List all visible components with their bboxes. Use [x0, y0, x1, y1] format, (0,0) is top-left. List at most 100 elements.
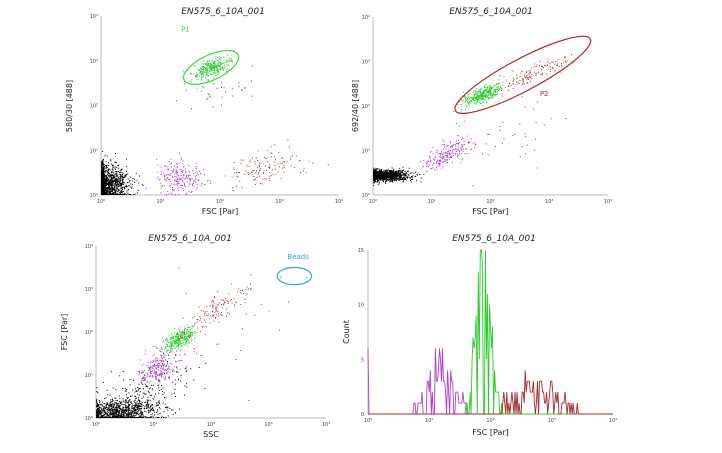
- data-point: [389, 172, 390, 173]
- data-point: [467, 98, 469, 100]
- data-point: [376, 181, 378, 183]
- data-point: [494, 85, 496, 87]
- data-point: [376, 176, 378, 178]
- data-point: [492, 87, 494, 88]
- data-point: [386, 171, 388, 173]
- data-point: [100, 406, 102, 408]
- data-point: [552, 62, 554, 64]
- data-point: [185, 185, 187, 187]
- data-point: [207, 61, 209, 63]
- data-point: [477, 97, 479, 99]
- data-point: [134, 193, 136, 195]
- data-point: [104, 194, 106, 195]
- data-point: [102, 172, 104, 174]
- data-point: [491, 87, 493, 89]
- data-point: [110, 410, 112, 412]
- data-point: [428, 166, 429, 168]
- data-point: [124, 182, 126, 184]
- data-point: [423, 173, 425, 175]
- data-point: [528, 79, 530, 80]
- data-point: [380, 174, 382, 176]
- data-point: [395, 170, 397, 172]
- data-point: [118, 171, 119, 172]
- data-point: [542, 67, 544, 69]
- data-point: [374, 179, 375, 181]
- data-point: [125, 174, 127, 176]
- data-point: [129, 194, 131, 195]
- data-point: [206, 64, 208, 66]
- data-point: [430, 159, 432, 161]
- data-point: [196, 68, 198, 70]
- data-point: [442, 158, 444, 159]
- data-point: [448, 154, 450, 156]
- data-point: [189, 80, 191, 82]
- data-point: [218, 61, 220, 63]
- data-point: [168, 168, 170, 170]
- data-point: [521, 96, 523, 98]
- data-point: [96, 404, 98, 406]
- data-point: [204, 63, 206, 65]
- data-point: [456, 140, 458, 142]
- data-point: [466, 153, 468, 155]
- data-point: [518, 82, 520, 84]
- data-point: [120, 186, 122, 188]
- data-point: [473, 95, 475, 97]
- data-point: [416, 180, 417, 182]
- data-point: [205, 73, 207, 75]
- data-point: [169, 408, 171, 409]
- data-point: [193, 180, 195, 182]
- data-point: [108, 184, 110, 186]
- data-point: [524, 74, 525, 76]
- data-point: [137, 406, 139, 408]
- data-point: [207, 97, 209, 99]
- data-point: [399, 174, 401, 175]
- data-point: [109, 194, 111, 195]
- y-tick-label: 10⁰: [85, 416, 93, 422]
- data-point: [196, 73, 198, 75]
- data-point: [386, 178, 388, 180]
- data-point: [233, 169, 235, 171]
- data-point: [226, 55, 228, 57]
- data-point: [483, 96, 485, 98]
- data-point: [448, 150, 450, 152]
- data-point: [119, 173, 121, 175]
- data-point: [263, 170, 265, 172]
- data-point: [396, 175, 398, 177]
- data-point: [460, 106, 462, 108]
- data-point: [256, 176, 258, 178]
- data-point: [445, 155, 447, 157]
- data-point: [385, 173, 387, 175]
- data-point: [134, 411, 136, 413]
- data-point: [124, 188, 125, 190]
- data-point: [101, 172, 103, 174]
- data-point: [219, 68, 221, 70]
- data-point: [143, 405, 145, 407]
- data-point: [132, 407, 134, 409]
- data-point: [101, 170, 103, 172]
- data-point: [98, 413, 100, 415]
- data-point: [126, 170, 128, 172]
- data-point: [231, 176, 233, 178]
- data-point: [112, 178, 114, 180]
- data-point: [374, 180, 376, 182]
- data-point: [383, 174, 385, 176]
- data-point: [177, 187, 179, 189]
- y-tick-label: 10²: [85, 330, 93, 336]
- data-point: [392, 178, 394, 180]
- data-point: [227, 60, 228, 62]
- data-point: [188, 165, 190, 167]
- data-point: [416, 174, 418, 176]
- data-point: [497, 86, 499, 88]
- data-point: [479, 100, 481, 102]
- data-point: [483, 91, 485, 93]
- data-point: [485, 96, 487, 98]
- data-point: [159, 178, 161, 180]
- data-point: [206, 67, 208, 69]
- data-point: [404, 174, 406, 176]
- data-point: [176, 167, 178, 168]
- x-axis-label: SSC: [203, 430, 219, 439]
- data-point: [188, 190, 190, 192]
- data-point: [526, 74, 528, 76]
- data-point: [102, 168, 103, 170]
- data-point: [393, 173, 395, 175]
